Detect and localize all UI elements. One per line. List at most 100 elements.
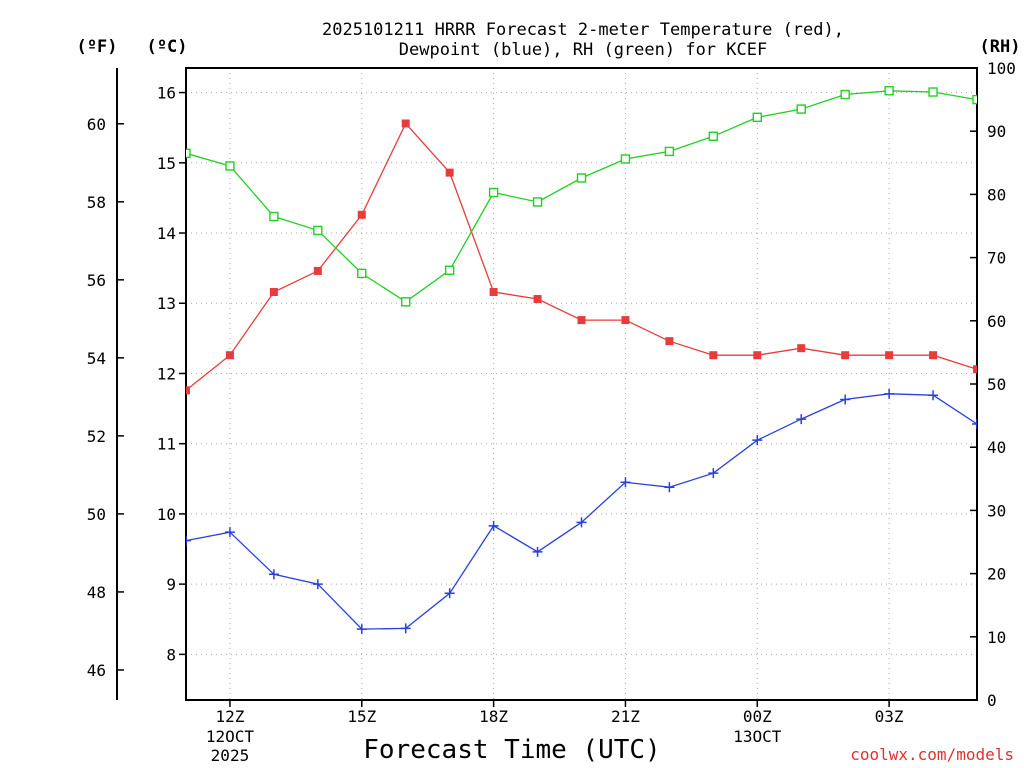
temperature-point <box>357 210 366 219</box>
rh-point <box>269 211 279 222</box>
dewpoint-point <box>224 527 235 538</box>
dewpoint-point <box>312 579 323 590</box>
time-tick-label: 15Z <box>347 707 376 726</box>
celsius-tick-label: 16 <box>157 84 176 103</box>
credit-label: coolwx.com/models <box>850 745 1014 764</box>
dewpoint-point <box>884 388 895 399</box>
dewpoint-point <box>444 588 455 599</box>
temperature-point <box>313 266 322 275</box>
temperature-point <box>753 351 762 360</box>
fahrenheit-unit-label: (ºF) <box>77 37 118 57</box>
dewpoint-line <box>186 393 977 630</box>
rh-point <box>708 131 719 141</box>
rh-axis: 0 10 20 30 40 50 60 70 80 90 100 <box>970 59 1016 710</box>
celsius-tick-label: 12 <box>157 364 176 383</box>
fahrenheit-tick-label: 52 <box>87 427 106 446</box>
fahrenheit-tick-label: 54 <box>87 349 106 368</box>
dewpoint-point <box>576 517 587 528</box>
rh-point <box>313 225 323 236</box>
rh-point <box>401 297 411 307</box>
date-tick-label: 13OCT <box>733 727 782 746</box>
dewpoint-point <box>664 482 675 493</box>
rh-point <box>357 268 367 279</box>
temperature-point <box>445 168 454 177</box>
celsius-tick-label: 8 <box>166 645 176 664</box>
temperature-point <box>186 386 190 395</box>
temperature-point <box>885 351 894 360</box>
rh-point <box>884 86 894 96</box>
time-tick-label: 00Z <box>743 707 772 726</box>
dewpoint-point <box>708 468 719 479</box>
rh-line <box>186 90 977 303</box>
rh-tick-label: 70 <box>987 249 1006 268</box>
fahrenheit-tick-label: 56 <box>87 271 106 290</box>
rh-tick-label: 90 <box>987 122 1006 141</box>
temperature-point <box>929 351 938 360</box>
temperature-point <box>709 351 718 360</box>
dewpoint-point <box>400 623 411 634</box>
temperature-line <box>186 122 977 391</box>
rh-point <box>840 89 850 100</box>
celsius-tick-label: 14 <box>157 224 176 243</box>
dewpoint-point <box>796 414 807 425</box>
rh-point <box>928 87 938 97</box>
temperature-point <box>841 351 850 360</box>
rh-point <box>796 104 806 114</box>
dewpoint-point <box>840 394 851 405</box>
temperature-point <box>665 337 674 346</box>
celsius-tick-label: 13 <box>157 294 176 313</box>
rh-unit-label: (RH) <box>980 37 1021 57</box>
rh-tick-label: 50 <box>987 375 1006 394</box>
fahrenheit-axis: 46 48 50 52 54 56 58 60 <box>87 115 124 680</box>
rh-tick-label: 20 <box>987 565 1006 584</box>
dewpoint-point <box>488 520 499 531</box>
rh-point <box>186 148 191 159</box>
celsius-tick-label: 11 <box>157 435 176 454</box>
fahrenheit-tick-label: 50 <box>87 505 106 524</box>
celsius-tick-label: 15 <box>157 154 176 173</box>
x-axis-title: Forecast Time (UTC) <box>363 735 660 765</box>
celsius-tick-label: 10 <box>157 505 176 524</box>
fahrenheit-tick-label: 58 <box>87 193 106 212</box>
time-tick-label: 12Z <box>215 707 244 726</box>
rh-tick-label: 30 <box>987 501 1006 520</box>
temperature-point <box>797 344 806 353</box>
date-tick-label: 12OCT <box>206 727 255 746</box>
dewpoint-point <box>356 624 367 635</box>
dewpoint-point <box>268 569 279 580</box>
grid-lines <box>186 68 977 700</box>
temperature-point <box>401 119 410 128</box>
rh-tick-label: 0 <box>987 691 997 710</box>
dewpoint-point <box>186 535 191 546</box>
rh-point <box>576 173 587 183</box>
year-tick-label: 2025 <box>211 746 250 765</box>
fahrenheit-tick-label: 46 <box>87 661 106 680</box>
rh-tick-label: 60 <box>987 312 1006 331</box>
rh-point <box>972 94 977 105</box>
fahrenheit-tick-label: 60 <box>87 115 106 134</box>
temperature-point <box>973 365 977 374</box>
rh-tick-label: 10 <box>987 628 1006 647</box>
rh-point <box>488 187 499 198</box>
celsius-unit-label: (ºC) <box>147 37 188 57</box>
rh-point <box>225 161 235 171</box>
celsius-axis: 8 9 10 11 12 13 14 15 16 <box>157 84 186 664</box>
rh-point <box>620 154 631 164</box>
time-tick-label: 18Z <box>479 707 508 726</box>
rh-tick-label: 80 <box>987 185 1006 204</box>
dewpoint-point <box>620 477 631 488</box>
fahrenheit-tick-label: 48 <box>87 583 106 602</box>
temperature-point <box>533 295 542 304</box>
time-tick-label: 03Z <box>875 707 904 726</box>
celsius-tick-label: 9 <box>166 575 176 594</box>
rh-point <box>532 197 543 207</box>
chart-title-line-2: Dewpoint (blue), RH (green) for KCEF <box>399 40 767 60</box>
time-tick-label: 21Z <box>611 707 640 726</box>
rh-tick-label: 100 <box>987 59 1016 78</box>
rh-point <box>664 146 675 157</box>
rh-point <box>444 265 455 275</box>
temperature-point <box>621 316 630 325</box>
dewpoint-point <box>928 390 939 401</box>
